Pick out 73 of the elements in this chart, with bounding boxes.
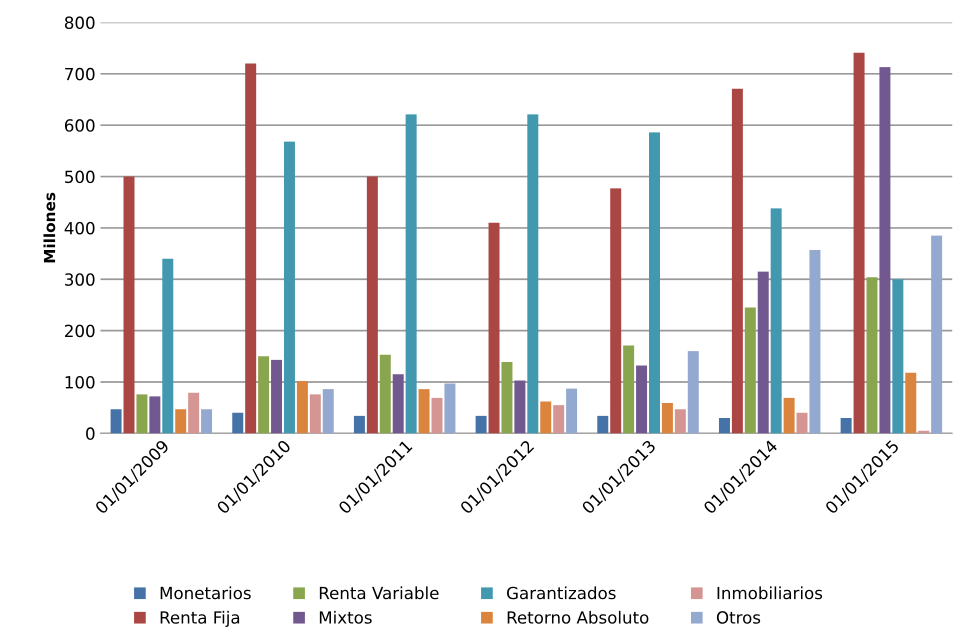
bar xyxy=(124,176,134,434)
bar xyxy=(476,416,487,434)
bar xyxy=(149,396,160,434)
bar xyxy=(597,416,608,434)
y-axis-title: Millones xyxy=(43,192,56,262)
bar xyxy=(406,114,417,434)
legend-label: Monetarios xyxy=(160,586,251,600)
bar xyxy=(201,409,212,434)
bar xyxy=(501,362,512,434)
bar xyxy=(566,388,578,434)
bar xyxy=(310,394,321,434)
bar xyxy=(662,403,673,434)
bar xyxy=(110,409,122,434)
bar xyxy=(432,398,442,434)
bar xyxy=(610,188,622,434)
bar xyxy=(232,412,244,434)
y-tick-label: 200 xyxy=(65,324,95,338)
y-tick-label: 800 xyxy=(64,16,95,30)
bar xyxy=(258,356,270,434)
bar xyxy=(444,384,456,434)
bar xyxy=(648,132,660,434)
bar xyxy=(674,409,686,434)
bar xyxy=(796,412,808,434)
bar xyxy=(418,389,430,434)
y-tick-label: 500 xyxy=(65,170,95,184)
bar xyxy=(136,394,148,434)
bar xyxy=(322,389,334,434)
bar xyxy=(892,279,904,434)
bar xyxy=(514,380,526,434)
bar xyxy=(271,360,282,434)
bar xyxy=(931,236,942,434)
bar xyxy=(553,405,564,434)
bar xyxy=(688,351,699,434)
bar xyxy=(284,142,295,434)
bar xyxy=(540,402,552,434)
bar xyxy=(879,67,890,434)
bar xyxy=(854,52,865,434)
legend-label: Renta Fija xyxy=(160,610,240,627)
bar xyxy=(758,272,769,434)
bar xyxy=(718,418,730,434)
bar xyxy=(296,380,308,434)
legend-label: Garantizados xyxy=(507,586,616,600)
y-tick-label: 600 xyxy=(64,119,95,132)
y-tick-label: 0 xyxy=(86,427,95,440)
bar xyxy=(840,418,852,434)
bar xyxy=(366,176,378,434)
bar xyxy=(354,416,365,434)
bar xyxy=(744,308,756,434)
bar xyxy=(905,372,916,434)
bar xyxy=(175,409,186,434)
legend-label: Inmobiliarios xyxy=(718,586,822,600)
bar xyxy=(188,392,200,434)
y-tick-label: 300 xyxy=(65,273,95,286)
legend-label: Mixtos xyxy=(320,610,372,624)
bar xyxy=(770,208,782,434)
bar xyxy=(245,64,256,434)
y-tick-label: 700 xyxy=(65,68,95,80)
legend-label: Otros xyxy=(716,611,760,624)
legend-label: Renta Variable xyxy=(320,586,439,600)
bar xyxy=(784,398,795,434)
bar xyxy=(732,88,743,434)
y-tick-label: 400 xyxy=(64,222,95,234)
bar xyxy=(636,366,648,434)
bar xyxy=(623,346,634,434)
bar xyxy=(866,277,878,434)
bar xyxy=(380,354,391,434)
y-tick-label: 100 xyxy=(66,376,95,389)
bar xyxy=(488,222,500,434)
bar xyxy=(392,374,404,434)
bar xyxy=(162,258,174,434)
legend-label: Retorno Absoluto xyxy=(508,610,648,624)
bar xyxy=(527,114,538,434)
bar xyxy=(809,250,820,434)
